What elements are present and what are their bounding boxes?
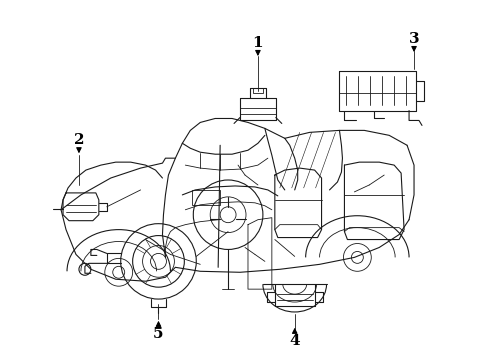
Text: 2: 2	[74, 133, 84, 147]
Bar	[253, 88, 263, 93]
Text: 5: 5	[153, 327, 164, 341]
Text: 4: 4	[290, 334, 300, 348]
Text: 3: 3	[409, 32, 419, 46]
Bar	[192, 190, 220, 205]
Text: 1: 1	[253, 36, 263, 50]
